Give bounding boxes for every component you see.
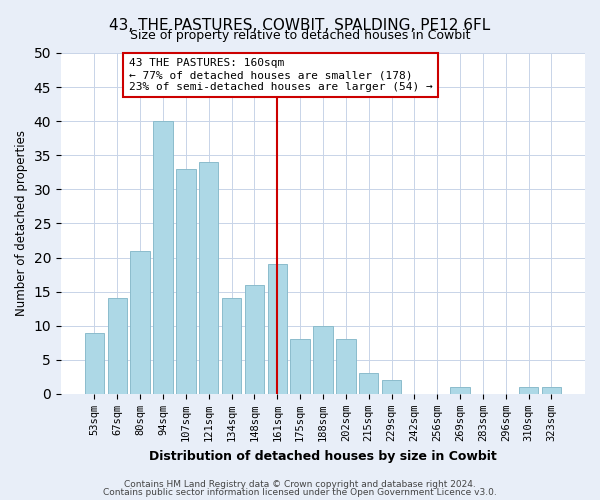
Text: Contains public sector information licensed under the Open Government Licence v3: Contains public sector information licen… (103, 488, 497, 497)
Bar (359, 374, 379, 394)
Bar (290, 340, 310, 394)
Bar (130, 250, 150, 394)
Bar (451, 387, 470, 394)
Text: Contains HM Land Registry data © Crown copyright and database right 2024.: Contains HM Land Registry data © Crown c… (124, 480, 476, 489)
Bar (245, 285, 264, 394)
Y-axis label: Number of detached properties: Number of detached properties (15, 130, 28, 316)
Bar (519, 387, 538, 394)
Bar (85, 332, 104, 394)
Text: 43 THE PASTURES: 160sqm
← 77% of detached houses are smaller (178)
23% of semi-d: 43 THE PASTURES: 160sqm ← 77% of detache… (129, 58, 433, 92)
Bar (107, 298, 127, 394)
Bar (222, 298, 241, 394)
Text: Size of property relative to detached houses in Cowbit: Size of property relative to detached ho… (130, 29, 470, 42)
Bar (382, 380, 401, 394)
Bar (268, 264, 287, 394)
Bar (199, 162, 218, 394)
Bar (336, 340, 356, 394)
Text: 43, THE PASTURES, COWBIT, SPALDING, PE12 6FL: 43, THE PASTURES, COWBIT, SPALDING, PE12… (109, 18, 491, 32)
Bar (153, 121, 173, 394)
Bar (176, 169, 196, 394)
Bar (313, 326, 332, 394)
Bar (542, 387, 561, 394)
X-axis label: Distribution of detached houses by size in Cowbit: Distribution of detached houses by size … (149, 450, 497, 462)
